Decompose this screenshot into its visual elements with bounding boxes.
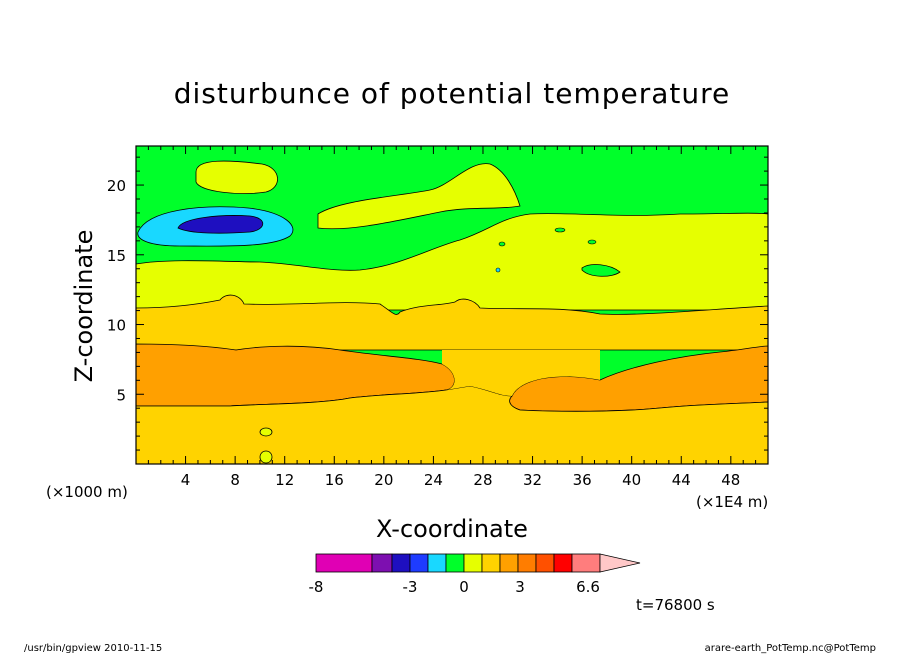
y-tick-label: 5 — [116, 386, 126, 404]
x-tick-label: 8 — [230, 471, 240, 489]
x-tick-label: 12 — [275, 471, 294, 489]
colorbar-arrow — [599, 553, 641, 573]
colorbar-tick-label: 6.6 — [576, 578, 600, 596]
colorbar-tick-label: -8 — [309, 578, 324, 596]
x-tick-label: 44 — [672, 471, 691, 489]
colorbar-swatch — [481, 553, 501, 573]
colorbar-swatch — [445, 553, 465, 573]
y-tick-label: 10 — [107, 317, 126, 335]
colorbar-swatch — [371, 553, 393, 573]
x-unit-right: (×1E4 m) — [696, 493, 768, 511]
band-yellow — [135, 212, 769, 311]
blob-blue — [177, 215, 264, 234]
colorbar-tick-label: -3 — [403, 578, 418, 596]
x-tick-label: 16 — [325, 471, 344, 489]
time-label: t=76800 s — [636, 596, 715, 614]
colorbar — [315, 553, 641, 573]
colorbar-swatch — [517, 553, 537, 573]
colorbar-swatch — [391, 553, 411, 573]
blob-yellow-top-left — [195, 160, 278, 194]
x-unit-left: (×1000 m) — [46, 483, 128, 501]
blob-green-small — [581, 264, 621, 277]
x-tick-label: 48 — [721, 471, 740, 489]
colorbar-swatch — [535, 553, 555, 573]
x-tick-label: 24 — [424, 471, 443, 489]
x-axis-label: X-coordinate — [376, 515, 528, 543]
plot-area — [135, 145, 769, 465]
footer-right: arare-earth_PotTemp.nc@PotTemp — [705, 643, 876, 654]
footer-left: /usr/bin/gpview 2010-11-15 — [24, 643, 162, 654]
blob-small-2 — [259, 450, 273, 464]
plot-frame — [135, 145, 769, 465]
colorbar-swatch — [409, 553, 429, 573]
x-axis: 4 8 12 16 20 24 28 32 36 40 44 48 — [147, 146, 757, 489]
colorbar-tick-label: 0 — [459, 578, 469, 596]
y-axis: 5 10 15 20 — [107, 156, 768, 451]
colorbar-swatch — [553, 553, 573, 573]
blob-green-tiny-2 — [554, 227, 566, 233]
colorbar-swatch — [315, 553, 373, 573]
x-tick-label: 32 — [523, 471, 542, 489]
x-tick-label: 28 — [473, 471, 492, 489]
colorbar-swatch — [427, 553, 447, 573]
y-tick-label: 20 — [107, 177, 126, 195]
x-tick-label: 20 — [374, 471, 393, 489]
y-axis-label: Z-coordinate — [70, 230, 98, 383]
blob-green-tiny-3 — [587, 239, 597, 245]
y-tick-label: 15 — [107, 247, 126, 265]
blob-cyan-tiny — [495, 267, 501, 273]
colorbar-swatch — [499, 553, 519, 573]
band-gold-gap — [442, 350, 600, 396]
colorbar-labels: -8 -3 0 3 6.6 — [309, 578, 600, 596]
band-gold-middle — [135, 294, 769, 351]
blob-small-1 — [259, 427, 273, 437]
colorbar-tick-label: 3 — [515, 578, 525, 596]
colorbar-swatch — [571, 553, 601, 573]
x-tick-label: 40 — [622, 471, 641, 489]
colorbar-swatch — [463, 553, 483, 573]
blob-green-tiny-1 — [498, 241, 506, 247]
chart-title: disturbunce of potential temperature — [174, 77, 731, 110]
x-tick-label: 4 — [181, 471, 191, 489]
x-tick-label: 36 — [573, 471, 592, 489]
blob-yellow-upper — [317, 163, 521, 230]
